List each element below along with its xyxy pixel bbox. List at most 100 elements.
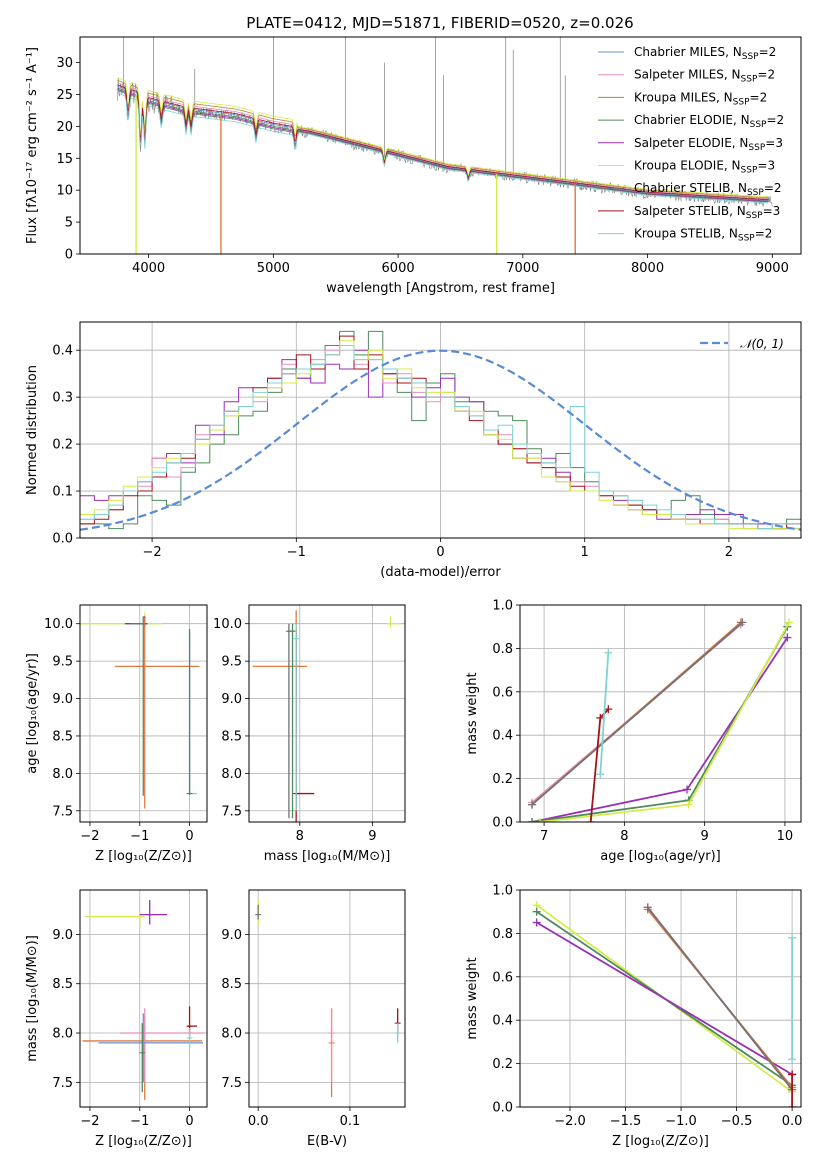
mass-age-xtick-label: 8	[296, 829, 304, 844]
residuals-frame	[79, 321, 802, 539]
spectrum-legend: Chabrier MILES, NSSP=2 Salpeter MILES, NS…	[598, 45, 784, 244]
residuals-xtick-label: 1	[581, 545, 589, 560]
residuals-xtick-label: 2	[725, 545, 733, 560]
ebv-mass-panel: 0.0 0.1 7.5 8.0 8.5 9.0 E(B-V)	[221, 889, 406, 1149]
z-age-ytick-label: 8.5	[52, 729, 73, 744]
mass-age-panel: 8 9 7.5 8.0 8.5 9.0 9.5 10.0 mass [log₁₀(M/M⊙)]	[213, 604, 406, 864]
z-age-ytick-label: 7.5	[52, 804, 73, 819]
mass-age-plot-area	[252, 610, 402, 822]
z-weight-ytick-label: 0.8	[492, 927, 513, 942]
age-weight-series-7	[599, 652, 610, 775]
z-weight-frame	[519, 889, 802, 1108]
gaussian-curve	[80, 349, 801, 531]
z-weight-ylabel: mass weight	[465, 957, 480, 1039]
model-line-8	[117, 92, 769, 204]
z-weight-marker-7-1	[788, 933, 797, 942]
spectrum-xtick-label: 5000	[257, 261, 290, 276]
age-weight-panel: 7 8 9 10 0.0 0.2 0.4 0.6 0.8 1.0 age [log₁₀(age/yr…	[465, 599, 802, 864]
age-weight-frame	[519, 604, 802, 823]
z-mass-xtick-label: −2	[80, 1114, 99, 1129]
z-weight-marker-5-0	[643, 903, 652, 912]
age-weight-ytick-label: 0.6	[492, 685, 513, 700]
residuals-ytick-label: 0.2	[52, 438, 73, 453]
age-weight-ytick-label: 0.2	[492, 772, 513, 787]
model-line-2	[117, 80, 769, 199]
z-weight-xtick-label: −1.0	[665, 1114, 697, 1129]
z-age-plot-area	[80, 612, 200, 809]
spectrum-plot-area	[117, 37, 773, 254]
residuals-ylabel: Normed distribution	[25, 365, 40, 495]
z-age-xtick-label: −2	[80, 829, 99, 844]
z-mass-ytick-label: 8.5	[52, 977, 73, 992]
residuals-ytick-label: 0.4	[52, 344, 73, 359]
mass-age-xlabel: mass [log₁₀(M/M⊙)]	[264, 849, 391, 864]
z-weight-marker-1-0	[532, 907, 541, 916]
ebv-mass-ytick-label: 8.5	[221, 977, 242, 992]
residuals-panel: −2 −1 0 1 2 0.0 0.1 0.2 0.3 0.4 (data-model)/error…	[25, 321, 802, 580]
z-mass-ytick-label: 9.0	[52, 928, 73, 943]
legend-label-6: Chabrier STELIB, NSSP=2	[634, 181, 782, 198]
age-weight-marker-6-1	[596, 713, 605, 722]
age-weight-ylabel: mass weight	[465, 672, 480, 754]
age-weight-ytick-label: 0.0	[492, 816, 513, 831]
model-line-0	[117, 85, 769, 201]
z-age-ytick-label: 9.5	[52, 655, 73, 670]
z-mass-panel: −2 −1 0 7.5 8.0 8.5 9.0 Z [log₁₀(Z/Z⊙)] mass [lo…	[25, 889, 208, 1149]
z-weight-panel: −2.0 −1.5 −1.0 −0.5 0.0 0.0 0.2 0.4 0.6 0.8 1.0 Z […	[465, 884, 802, 1150]
z-mass-frame	[79, 889, 208, 1108]
mass-age-ytick-label: 10.0	[213, 617, 242, 632]
z-weight-ytick-label: 0.2	[492, 1057, 513, 1072]
legend-label-1: Salpeter MILES, NSSP=2	[634, 68, 775, 85]
z-weight-plot-area	[532, 901, 797, 1107]
legend-label-3: Chabrier ELODIE, NSSP=2	[634, 113, 784, 130]
age-weight-series-5	[539, 621, 790, 822]
residuals-xtick-label: −2	[143, 545, 162, 560]
age-weight-xtick-label: 8	[620, 829, 628, 844]
age-weight-marker-5-2	[784, 618, 793, 627]
legend-label-8: Kroupa STELIB, NSSP=2	[634, 227, 772, 244]
spectrum-ytick-label: 30	[56, 56, 73, 71]
z-weight-ytick-label: 0.4	[492, 1014, 513, 1029]
age-weight-marker-6-0	[586, 818, 595, 822]
z-age-panel: −2 −1 0 7.5 8.0 8.5 9.0 9.5 10.0 Z [log₁₀(Z/Z⊙)] a…	[25, 604, 208, 864]
z-mass-xlabel: Z [log₁₀(Z/Z⊙)]	[95, 1134, 192, 1149]
model-line-6	[117, 90, 769, 203]
legend-label-2: Kroupa MILES, NSSP=2	[634, 90, 767, 107]
spectrum-panel: 4000 5000 6000 7000 8000 9000 0 5 10 15 20 25 30 wave…	[25, 36, 802, 296]
mass-age-frame	[248, 604, 406, 823]
age-weight-xlabel: age [log₁₀(age/yr)]	[600, 849, 721, 864]
age-weight-xtick-label: 9	[701, 829, 709, 844]
z-weight-xlabel: Z [log₁₀(Z/Z⊙)]	[612, 1134, 709, 1149]
age-weight-marker-7-0	[596, 770, 605, 779]
z-weight-marker-2-0	[532, 918, 541, 927]
mass-age-ytick-label: 7.5	[221, 804, 242, 819]
age-weight-plot-area	[528, 618, 793, 822]
residuals-ytick-label: 0.0	[52, 532, 73, 547]
z-weight-ytick-label: 0.6	[492, 970, 513, 985]
z-weight-xtick-label: −0.5	[721, 1114, 753, 1129]
age-weight-marker-5-0	[536, 818, 545, 822]
legend-label-0: Chabrier MILES, NSSP=2	[634, 45, 776, 62]
age-weight-series-4	[531, 626, 789, 822]
z-weight-marker-7-0	[788, 1055, 797, 1064]
ebv-mass-plot-area	[255, 899, 401, 1098]
legend-label-5: Kroupa ELODIE, NSSP=3	[634, 159, 775, 176]
residuals-xtick-label: −1	[287, 545, 306, 560]
mass-age-ytick-label: 9.0	[221, 692, 242, 707]
model-line-1	[117, 82, 769, 200]
z-mass-xtick-label: 0	[185, 1114, 193, 1129]
age-weight-marker-6-2	[604, 705, 613, 714]
mass-age-ytick-label: 9.5	[221, 655, 242, 670]
spectrum-xtick-label: 9000	[756, 261, 789, 276]
mass-age-ytick-label: 8.5	[221, 729, 242, 744]
spectrum-frame	[79, 36, 802, 255]
age-weight-marker-2-0	[528, 800, 537, 809]
z-weight-ytick-label: 1.0	[492, 884, 513, 899]
residuals-legend: 𝒩(0, 1)	[700, 337, 784, 351]
legend-label-gaussian: 𝒩(0, 1)	[740, 337, 784, 351]
model-line-7	[117, 84, 769, 200]
age-weight-ytick-label: 0.8	[492, 642, 513, 657]
ebv-mass-frame	[248, 889, 406, 1108]
age-weight-series-2	[531, 621, 743, 806]
